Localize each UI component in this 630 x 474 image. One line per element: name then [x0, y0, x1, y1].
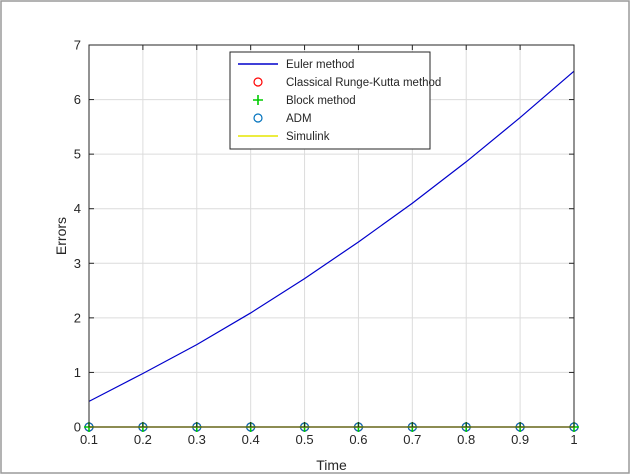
y-tick-label: 4: [74, 201, 81, 216]
legend-swatch: [253, 113, 263, 123]
x-tick-label: 0.8: [457, 432, 475, 447]
legend-label: Block method: [286, 95, 356, 107]
x-tick-label: 0.5: [296, 432, 314, 447]
x-tick-label: 0.2: [134, 432, 152, 447]
x-tick-label: 1: [570, 432, 577, 447]
legend-label: Simulink: [286, 131, 330, 143]
y-tick-label: 1: [74, 365, 81, 380]
y-tick-label: 0: [74, 420, 81, 435]
y-tick-label: 2: [74, 310, 81, 325]
y-axis-label: Errors: [53, 217, 69, 255]
x-tick-label: 0.3: [188, 432, 206, 447]
y-tick-label: 3: [74, 256, 81, 271]
y-tick-label: 7: [74, 38, 81, 53]
legend-label: Euler method: [286, 59, 354, 71]
series-line: [88, 70, 575, 402]
legend-label: ADM: [286, 113, 312, 125]
legend-box: [229, 51, 431, 150]
x-axis-label: Time: [316, 457, 347, 473]
y-tick-label: 6: [74, 92, 81, 107]
legend-label: Classical Runge-Kutta method: [286, 77, 441, 89]
x-tick-label: 0.4: [242, 432, 260, 447]
axes-box: [88, 44, 575, 428]
legend-swatch: [253, 77, 263, 87]
x-tick-label: 0.1: [80, 432, 98, 447]
legend: Euler method Classical Runge-Kutta method…: [229, 51, 441, 150]
x-tick-label: 0.9: [511, 432, 529, 447]
axis-ticks: 0.1 0.2 0.3 0.4 0.5 0.6 0.7 0.8 0.9 1 0 1 2 3 4 5 6 7: [74, 38, 578, 448]
legend-swatch: [253, 95, 263, 105]
y-tick-label: 5: [74, 147, 81, 162]
x-tick-label: 0.7: [403, 432, 421, 447]
x-tick-label: 0.6: [349, 432, 367, 447]
